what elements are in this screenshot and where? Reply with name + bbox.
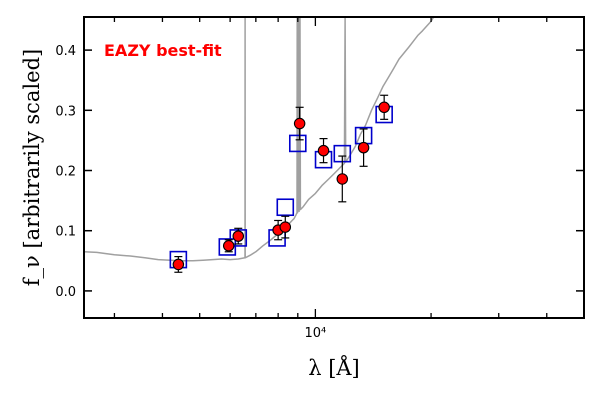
template-flux-box [276,198,295,217]
x-axis-label: λ [Å] [308,355,360,380]
plot-frame [83,16,585,319]
y-tick-label: 0.1 [55,225,76,240]
observed-point [222,240,235,252]
y-axis-label: f_ν [arbitrarily scaled] [20,49,44,286]
observed-point [293,117,306,130]
observed-point [172,258,185,271]
y-tick-label: 0.3 [55,104,76,119]
y-tick-label: 0.0 [55,285,76,300]
annotation-label: EAZY best-fit [104,41,222,60]
template-flux-boxes [169,105,393,269]
observed-point [317,144,330,157]
template-spectrum-line [84,17,435,262]
observed-point [279,221,292,233]
observed-point [378,101,390,114]
template-flux-box [288,134,307,153]
observed-point [357,141,370,154]
y-tick-label: 0.4 [55,44,76,59]
observed-point [336,173,349,185]
observed-photometry-points [172,94,390,273]
axis-ticks: 0.0 0.1 0.2 0.3 0.4 10⁴ [55,17,584,341]
x-tick-label: 10⁴ [304,326,326,341]
template-flux-box [218,238,237,256]
y-tick-label: 0.2 [55,165,76,180]
template-spectrum-layer [84,17,435,262]
observed-point [232,230,245,242]
